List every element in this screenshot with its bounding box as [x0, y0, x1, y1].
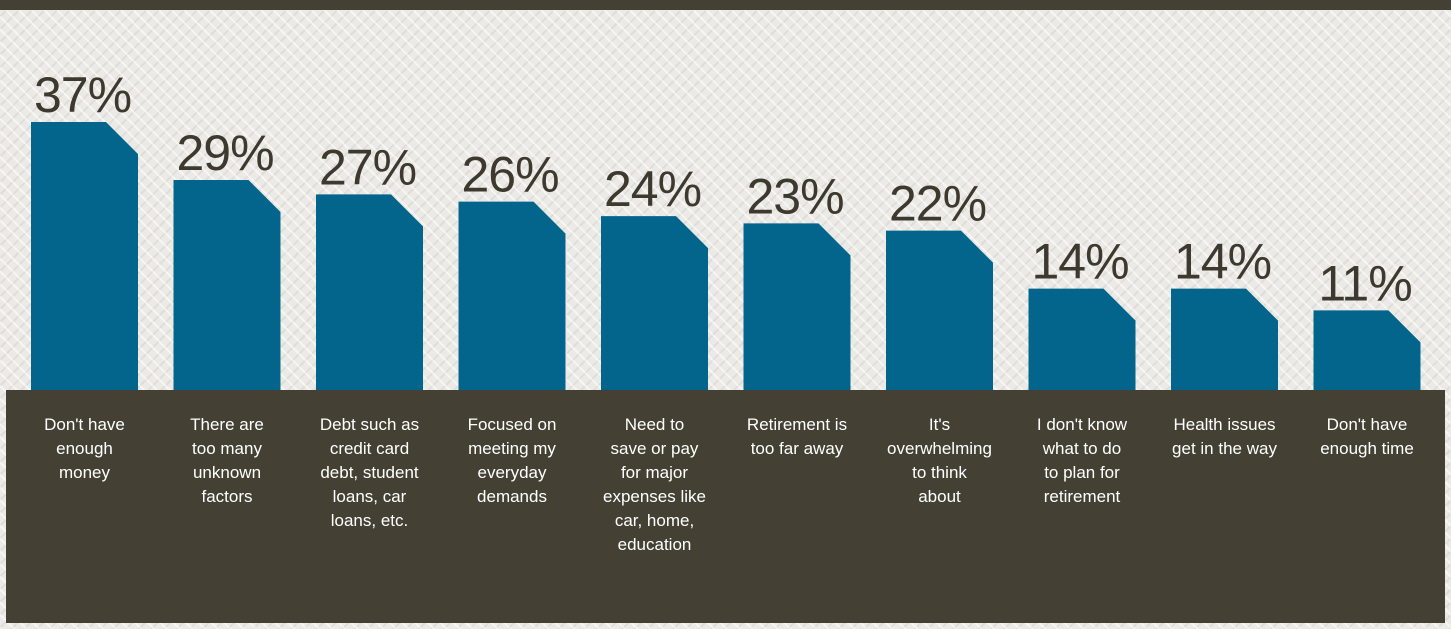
- value-label-4: 26%: [461, 147, 558, 203]
- value-label-8: 14%: [1031, 234, 1128, 290]
- category-label-5: Need to save or pay for major expenses like…: [602, 415, 706, 554]
- category-label-1: Don't have enough money: [44, 415, 125, 482]
- value-label-10: 11%: [1318, 255, 1411, 311]
- value-label-5: 24%: [604, 161, 701, 217]
- value-label-1: 37%: [34, 67, 131, 123]
- category-label-4: Focused on meeting my everyday demands: [467, 415, 557, 506]
- bar-7: [886, 230, 993, 390]
- category-label-8: I don't know what to do to plan for retirem…: [1036, 415, 1128, 506]
- category-label-7: It's overwhelming to think about: [887, 415, 992, 506]
- bar-1: [31, 122, 138, 390]
- bar-3: [316, 194, 423, 390]
- category-label-6: Retirement is too far away: [746, 415, 848, 458]
- bar-2: [173, 179, 281, 390]
- bar-9: [1171, 288, 1278, 390]
- category-label-3: Debt such as credit card debt, student loan…: [319, 415, 420, 530]
- category-label-10: Don't have enough time: [1320, 415, 1414, 458]
- value-label-3: 27%: [319, 139, 416, 195]
- top-band: [0, 0, 1451, 10]
- category-label-2: There are too many unknown factors: [190, 415, 264, 506]
- bar-5: [601, 216, 708, 390]
- bar-8: [1028, 288, 1136, 390]
- bar-4: [458, 201, 566, 390]
- bar-10: [1313, 310, 1421, 390]
- bar-6: [743, 223, 851, 390]
- category-label-band: [6, 390, 1445, 623]
- value-label-2: 29%: [176, 125, 273, 181]
- category-label-9: Health issues get in the way: [1172, 415, 1277, 458]
- value-label-6: 23%: [746, 168, 843, 224]
- value-label-7: 22%: [889, 176, 986, 232]
- value-label-9: 14%: [1174, 234, 1271, 290]
